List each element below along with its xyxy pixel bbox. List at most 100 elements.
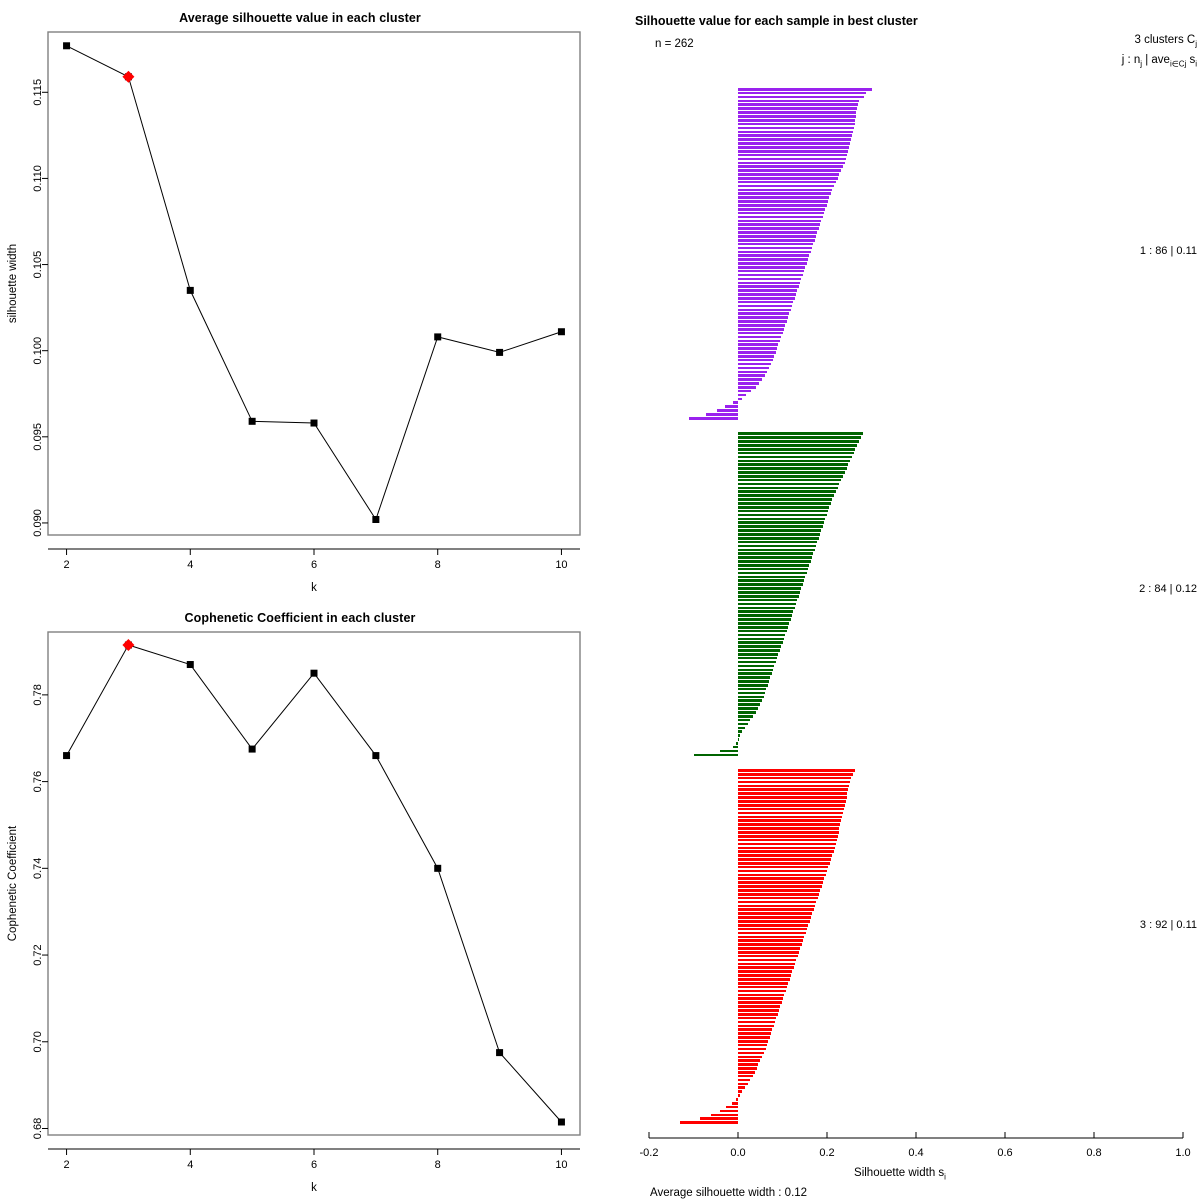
silhouette-bar [738, 862, 830, 865]
silhouette-bar [738, 981, 789, 985]
cluster-summary-3: 3 : 92 | 0.11 [1139, 919, 1197, 931]
silhouette-bar [738, 1047, 766, 1051]
silhouette-bar [738, 1067, 757, 1070]
silhouette-bar [738, 486, 838, 490]
silhouette-bar [738, 834, 838, 838]
silhouette-bar [738, 525, 823, 528]
data-point-marker [63, 752, 71, 760]
silhouette-bar [736, 1098, 738, 1101]
silhouette-bar [738, 966, 794, 970]
silhouette-bar [738, 807, 844, 811]
silhouette-bar [738, 122, 855, 126]
silhouette-axis-tick-label: 0.6 [997, 1147, 1012, 1159]
highlight-diamond-marker [122, 70, 135, 83]
silhouette-bar [738, 800, 846, 803]
silhouette-bar [738, 130, 853, 134]
y-tick-label: 0.095 [32, 423, 44, 451]
silhouette-bar [738, 242, 814, 246]
silhouette-bar [738, 889, 821, 892]
silhouette-bar [738, 730, 743, 733]
silhouette-bar [738, 614, 792, 617]
cluster-summary-1: 1 : 86 | 0.11 [1139, 245, 1197, 257]
silhouette-bar [738, 985, 787, 989]
silhouette-bar [738, 269, 804, 273]
silhouette-bar [738, 335, 782, 339]
data-point-marker [557, 1118, 565, 1126]
y-tick-label: 0.100 [32, 337, 44, 365]
silhouette-bar [738, 722, 748, 726]
plot-frame [47, 31, 581, 536]
silhouette-bar [738, 385, 756, 389]
silhouette-bar [738, 1040, 769, 1043]
x-axis-title: k [311, 1182, 317, 1194]
silhouette-bar [738, 1063, 759, 1066]
data-point-marker [372, 752, 380, 760]
silhouette-bar [738, 432, 864, 436]
silhouette-bar [738, 312, 790, 316]
silhouette-bar [738, 1055, 763, 1059]
silhouette-bar [738, 1090, 743, 1093]
silhouette-bar [738, 780, 851, 784]
cluster-summary-2: 2 : 84 | 0.12 [1139, 583, 1197, 595]
silhouette-bar [738, 250, 811, 254]
silhouette-bar [738, 358, 773, 362]
y-tick-label: 0.76 [32, 771, 44, 792]
silhouette-bar [738, 142, 851, 145]
silhouette-bar [738, 246, 812, 250]
silhouette-bar [738, 320, 787, 323]
silhouette-bar [738, 892, 819, 896]
silhouette-bar [716, 409, 738, 412]
silhouette-bar [738, 579, 804, 583]
silhouette-bar [738, 858, 831, 861]
silhouette-bar [738, 173, 840, 176]
silhouette-bar [738, 88, 872, 91]
silhouette-bar [738, 618, 791, 621]
silhouette-bar [732, 745, 738, 749]
silhouette-bar [738, 656, 778, 660]
silhouette-bar [738, 885, 822, 888]
silhouette-bar [738, 1078, 751, 1082]
silhouette-bar [738, 223, 820, 227]
silhouette-bar [738, 796, 847, 799]
x-tick-label: 2 [63, 559, 69, 571]
y-tick-label: 0.78 [32, 684, 44, 705]
silhouette-bar [738, 974, 791, 977]
silhouette-bar [738, 571, 807, 575]
silhouette-bar [738, 436, 861, 439]
x-tick-label: 4 [187, 559, 193, 571]
silhouette-bar [738, 351, 776, 354]
silhouette-bar [738, 258, 808, 261]
silhouette-bar [738, 231, 818, 234]
silhouette-bar [738, 784, 850, 788]
silhouette-bar [738, 815, 843, 819]
silhouette-bar [738, 513, 827, 517]
silhouette-bar [738, 347, 778, 350]
silhouette-bar [738, 505, 830, 509]
silhouette-bar [738, 1016, 777, 1020]
x-tick-label: 2 [63, 1159, 69, 1171]
silhouette-bar [738, 962, 795, 966]
legend-subscript-nj: j [1140, 59, 1143, 69]
silhouette-bar [738, 819, 842, 823]
silhouette-bar [738, 711, 756, 714]
silhouette-bar [738, 300, 794, 304]
panel-cophenetic: Cophenetic Coefficient in each cluster 0… [0, 600, 600, 1200]
silhouette-bar [738, 1059, 761, 1062]
silhouette-bar [738, 115, 856, 118]
silhouette-bar [738, 1001, 782, 1004]
silhouette-bar [738, 138, 852, 141]
silhouette-bar [738, 1012, 778, 1016]
silhouette-bar [738, 1009, 779, 1012]
silhouette-bar [738, 668, 774, 672]
silhouette-bar [738, 362, 771, 366]
silhouette-bar [738, 660, 776, 664]
y-tick-label: 0.115 [32, 79, 44, 106]
silhouette-axis-tick-label: 0.2 [819, 1147, 834, 1159]
silhouette-bar [738, 695, 764, 699]
silhouette-bar [738, 153, 848, 157]
silhouette-bar [738, 316, 788, 319]
silhouette-bar [738, 324, 786, 327]
silhouette-bar [738, 304, 792, 308]
silhouette-bar [738, 355, 775, 358]
highlight-diamond-marker [122, 639, 135, 652]
